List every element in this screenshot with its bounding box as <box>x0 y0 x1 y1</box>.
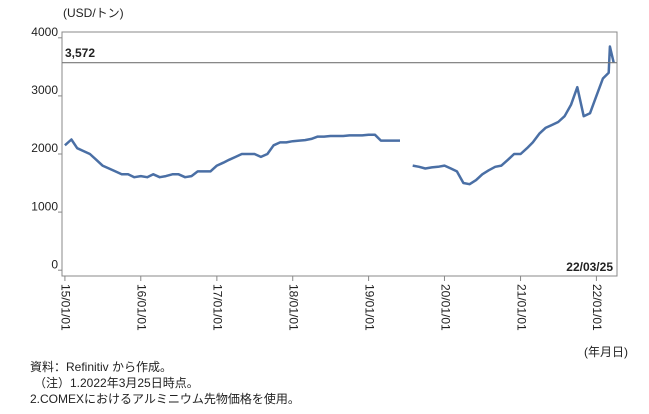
x-tick-label: 16/01/01 <box>135 284 149 331</box>
y-axis-label: (USD/トン) <box>63 6 124 20</box>
x-tick-label: 19/01/01 <box>362 284 376 331</box>
x-axis-label: (年月日) <box>584 345 628 359</box>
reference-label: 3,572 <box>65 46 95 60</box>
x-tick-label: 18/01/01 <box>287 284 301 331</box>
y-tick-label: 3000 <box>31 83 58 97</box>
y-tick-label: 2000 <box>31 141 58 155</box>
end-date-label: 22/03/25 <box>566 260 613 274</box>
x-tick-label: 20/01/01 <box>438 284 452 331</box>
y-tick-label: 0 <box>51 257 58 271</box>
x-tick-label: 21/01/01 <box>514 284 528 331</box>
note: （注）1.2022年3月25日時点。 <box>34 375 199 390</box>
y-tick-label: 4000 <box>31 25 58 39</box>
plot-frame <box>61 31 618 277</box>
x-tick-label: 17/01/01 <box>211 284 225 331</box>
y-tick-label: 1000 <box>31 199 58 213</box>
x-tick-label: 22/01/01 <box>590 284 604 331</box>
x-tick-label: 15/01/01 <box>59 284 73 331</box>
price-line <box>64 45 615 186</box>
note: 資料：Refinitiv から作成。 <box>30 360 172 374</box>
note: 2.COMEXにおけるアルミニウム先物価格を使用。 <box>30 391 300 406</box>
